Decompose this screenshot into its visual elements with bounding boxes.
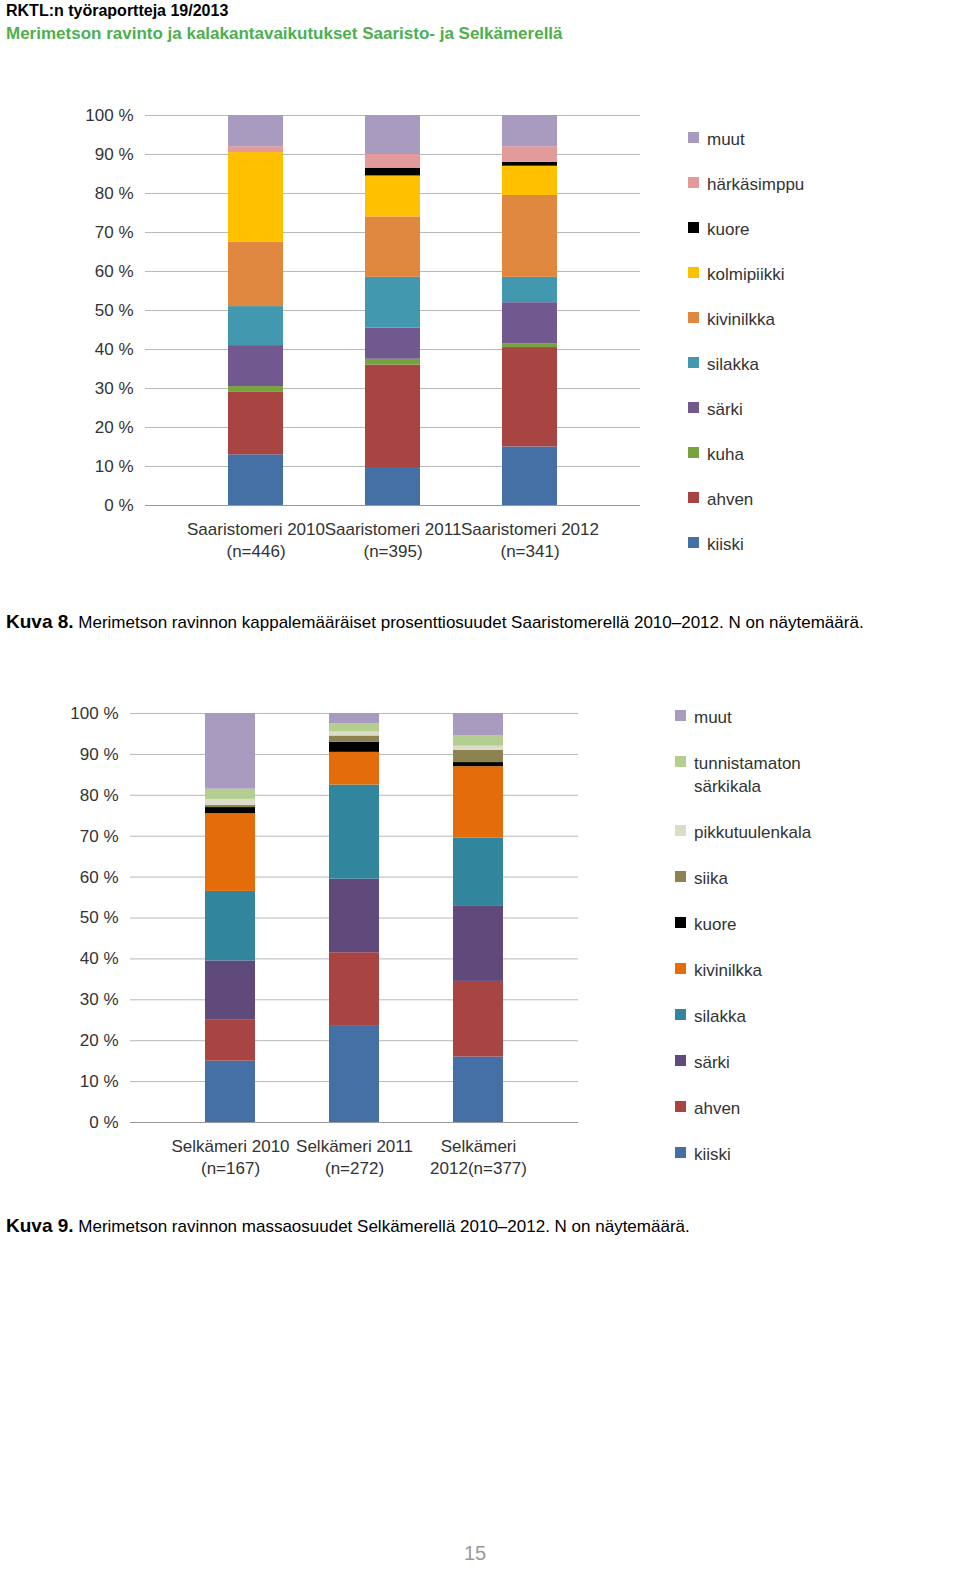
html-text:ahven: ahven: [694, 1099, 741, 1118]
html-text:RKTL:n työraportteja 19/2013: RKTL:n työraportteja 19/2013: [6, 2, 229, 19]
svg-text:Selkämeri 2011(n=272): Selkämeri 2011(n=272): [296, 1137, 413, 1178]
html-text:muut: muut: [707, 130, 745, 149]
html-text:kiiski: kiiski: [707, 535, 744, 554]
svg-text:30 %: 30 %: [80, 990, 119, 1009]
html-text:pikkutuulenkala: pikkutuulenkala: [694, 823, 812, 842]
svg-text:100 %: 100 %: [70, 704, 118, 723]
svg-text:Selkämeri2012(n=377): Selkämeri2012(n=377): [430, 1137, 527, 1178]
svg-text:10 %: 10 %: [95, 457, 134, 476]
svg-text:80 %: 80 %: [95, 184, 134, 203]
html-text:kuha: kuha: [707, 445, 744, 464]
html-text:härkäsimppu: härkäsimppu: [707, 175, 805, 194]
html-text:kivinilkka: kivinilkka: [707, 310, 775, 329]
svg-text:10 %: 10 %: [80, 1072, 119, 1091]
html-text:Merimetson ravinto ja kalakant: Merimetson ravinto ja kalakantavaikutuks…: [6, 24, 563, 43]
html-text:kivinilkka: kivinilkka: [694, 961, 762, 980]
html-text:särki: särki: [707, 400, 743, 419]
svg-text:90 %: 90 %: [80, 745, 119, 764]
svg-text:20 %: 20 %: [95, 418, 134, 437]
svg-text:60 %: 60 %: [80, 868, 119, 887]
svg-text:40 %: 40 %: [95, 340, 134, 359]
svg-text:50 %: 50 %: [95, 301, 134, 320]
svg-text:Saaristomeri 2010(n=446): Saaristomeri 2010(n=446): [187, 520, 325, 561]
html-text:silakka: silakka: [694, 1007, 746, 1026]
svg-text:100 %: 100 %: [85, 106, 133, 125]
html-text:Kuva 8. Merimetson ravinnon ka: Kuva 8. Merimetson ravinnon kappalemäärä…: [6, 611, 864, 632]
svg-text:60 %: 60 %: [95, 262, 134, 281]
svg-text:0 %: 0 %: [89, 1113, 118, 1132]
html-text:kiiski: kiiski: [694, 1145, 731, 1164]
svg-text:20 %: 20 %: [80, 1031, 119, 1050]
svg-text:Saaristomeri 2012(n=341): Saaristomeri 2012(n=341): [461, 520, 599, 561]
svg-text:40 %: 40 %: [80, 949, 119, 968]
html-text:tunnistamaton särkikala: tunnistamaton särkikala: [694, 754, 801, 796]
html-text:kolmipiikki: kolmipiikki: [707, 265, 785, 284]
svg-text:80 %: 80 %: [80, 786, 119, 805]
html-text:siika: siika: [694, 869, 728, 888]
html-text:silakka: silakka: [707, 355, 759, 374]
html-text:Kuva 9. Merimetson ravinnon ma: Kuva 9. Merimetson ravinnon massaosuudet…: [6, 1215, 690, 1236]
svg-text:50 %: 50 %: [80, 908, 119, 927]
svg-text:Saaristomeri 2011(n=395): Saaristomeri 2011(n=395): [325, 520, 462, 561]
svg-text:70 %: 70 %: [80, 827, 119, 846]
html-text:kuore: kuore: [707, 220, 750, 239]
svg-text:Selkämeri 2010(n=167): Selkämeri 2010(n=167): [171, 1137, 289, 1178]
html-text:särki: särki: [694, 1053, 730, 1072]
svg-text:30 %: 30 %: [95, 379, 134, 398]
html-text:ahven: ahven: [707, 490, 754, 509]
html-text:15: 15: [463, 1542, 487, 1564]
svg-text:0 %: 0 %: [104, 496, 133, 515]
svg-text:90 %: 90 %: [95, 145, 134, 164]
svg-text:70 %: 70 %: [95, 223, 134, 242]
html-text:muut: muut: [694, 708, 732, 727]
html-text:kuore: kuore: [694, 915, 737, 934]
